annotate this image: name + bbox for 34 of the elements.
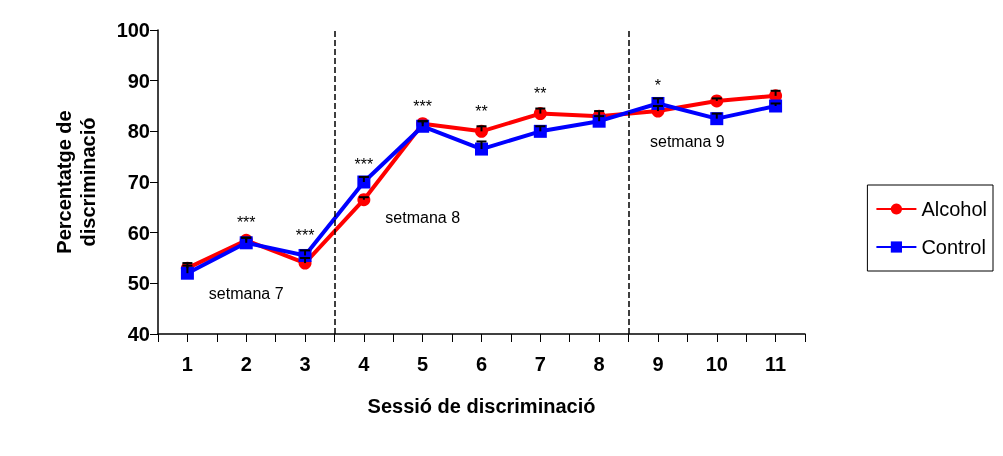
y-tick-label: 50 <box>127 272 150 295</box>
x-tick-label: 4 <box>358 353 371 375</box>
x-tick-label: 5 <box>417 353 429 375</box>
legend-label: Alcohol <box>921 198 988 220</box>
x-tick-label: 1 <box>181 353 193 375</box>
y-tick-label: 60 <box>127 221 150 244</box>
point <box>180 266 194 280</box>
x-tick-label: 10 <box>705 353 728 375</box>
annotation: * <box>654 77 662 95</box>
point <box>475 142 488 156</box>
y-tick-label: 100 <box>116 19 150 41</box>
annotation: *** <box>354 155 374 173</box>
y-tick-label: 80 <box>127 120 150 143</box>
annotation: setmana 9 <box>650 132 725 150</box>
annotation: *** <box>295 226 315 244</box>
annotation: *** <box>236 214 256 232</box>
x-tick-label: 7 <box>534 353 546 375</box>
x-tick-label: 6 <box>475 353 488 375</box>
x-tick-label: 2 <box>240 353 252 375</box>
x-tick-label: 3 <box>299 353 311 375</box>
x-tick-label: 11 <box>765 353 787 375</box>
y-tick-label: 70 <box>127 171 150 193</box>
x-tick-label: 9 <box>652 353 664 375</box>
annotation: ** <box>534 84 547 102</box>
y-axis-title: Percentatge de discriminació <box>53 110 99 254</box>
annotation: setmana 7 <box>208 284 284 302</box>
y-tick-label: 40 <box>127 323 150 345</box>
x-tick-label: 8 <box>593 353 605 375</box>
annotation: ** <box>475 102 488 120</box>
x-axis-title: Sessió de discriminació <box>367 395 596 417</box>
annotation: setmana 8 <box>385 208 461 226</box>
y-tick-label: 90 <box>127 69 150 92</box>
annotation: *** <box>413 97 433 115</box>
legend-label: Control <box>921 236 986 258</box>
